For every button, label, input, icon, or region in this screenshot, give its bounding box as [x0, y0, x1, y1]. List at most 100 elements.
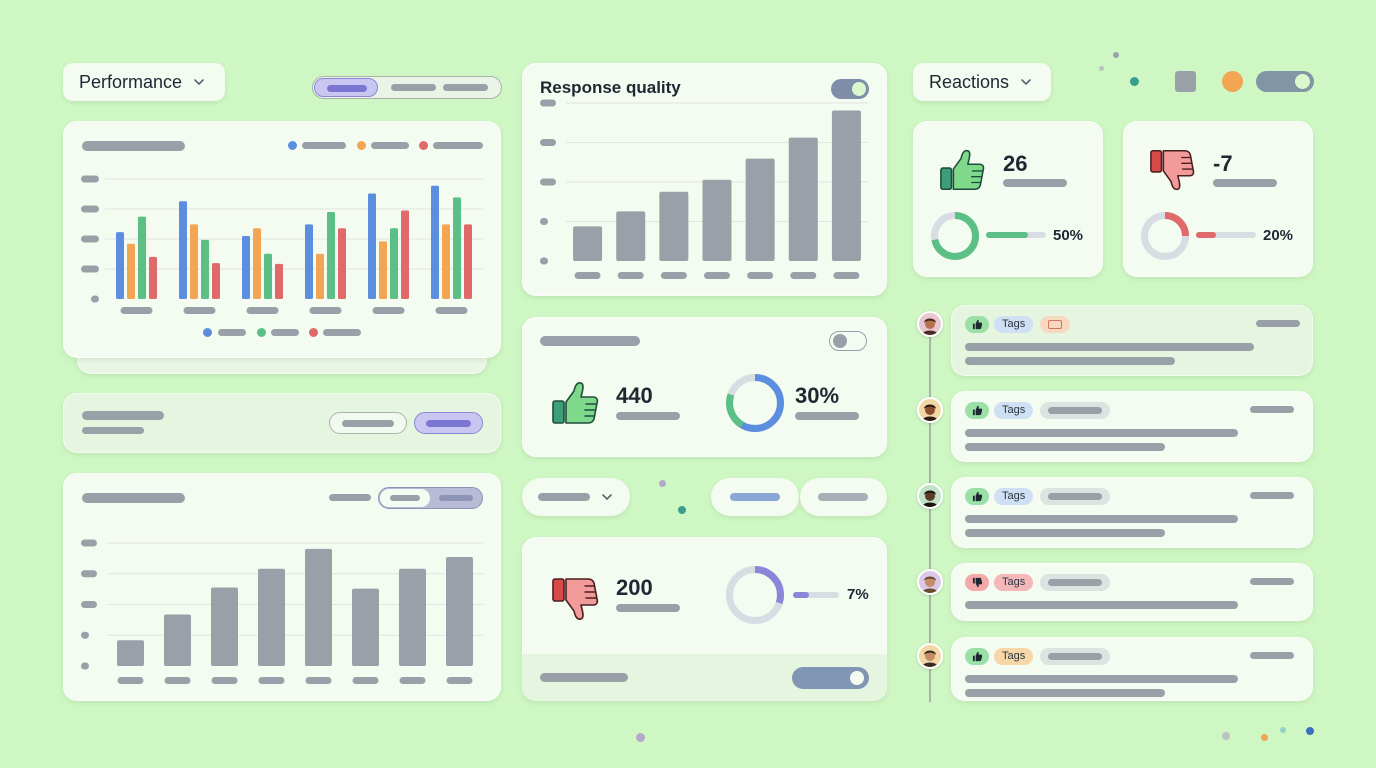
chart-bar[interactable] — [368, 193, 376, 299]
dislikes-summary-card: 200 7% — [522, 537, 887, 701]
feed-item[interactable]: Tags — [951, 305, 1313, 376]
chart-bar[interactable] — [338, 228, 346, 299]
thumbs-down-donut — [1141, 212, 1189, 260]
y-tick-label — [81, 205, 99, 213]
chart-bar[interactable] — [401, 210, 409, 299]
decor-dot — [1222, 732, 1230, 740]
feed-tag-placeholder[interactable] — [1040, 488, 1110, 505]
chart-bar[interactable] — [116, 232, 124, 299]
feed-tag[interactable]: Tags — [994, 316, 1034, 333]
chart-bar[interactable] — [117, 640, 144, 666]
chart-bar[interactable] — [316, 253, 324, 299]
view-segmented-control[interactable] — [312, 76, 502, 99]
decor-dot — [1280, 727, 1286, 733]
middle-tab-active[interactable] — [711, 478, 799, 516]
chart-bar[interactable] — [127, 243, 135, 299]
chart-bar[interactable] — [442, 224, 450, 299]
chart-bar[interactable] — [431, 185, 439, 299]
chart-bar[interactable] — [253, 228, 261, 299]
chart-bar[interactable] — [212, 263, 220, 299]
thumbs-down-icon — [552, 578, 599, 620]
chart-bar[interactable] — [399, 568, 426, 666]
feed-tag[interactable]: Tags — [994, 488, 1034, 505]
segment-option-2[interactable] — [391, 84, 436, 91]
chart-bar[interactable] — [464, 224, 472, 299]
chart-bar[interactable] — [211, 587, 238, 666]
chart-bar[interactable] — [573, 226, 603, 261]
performance-dropdown[interactable]: Performance — [63, 63, 225, 101]
chart-bar[interactable] — [258, 568, 285, 666]
chart-bar[interactable] — [831, 110, 861, 262]
filter-option-button[interactable] — [329, 412, 407, 434]
avatar[interactable] — [917, 311, 943, 337]
middle-tab-inactive[interactable] — [800, 478, 887, 516]
chart-bar[interactable] — [327, 212, 335, 299]
x-tick-label — [833, 272, 860, 279]
thumbs-up-icon — [965, 488, 989, 505]
segment-option-3[interactable] — [443, 84, 488, 91]
chart-bar[interactable] — [788, 137, 818, 261]
avatar[interactable] — [917, 483, 943, 509]
feed-tag-placeholder[interactable] — [1040, 574, 1110, 591]
y-tick-label — [81, 570, 97, 578]
middle-filter-dropdown[interactable] — [522, 478, 630, 516]
response-quality-chart — [540, 99, 868, 279]
chart-bar[interactable] — [446, 557, 473, 666]
feed-tag-placeholder[interactable] — [1040, 402, 1110, 419]
dislikes-footer-toggle[interactable] — [792, 667, 869, 689]
segment-active[interactable] — [314, 78, 378, 97]
likes-toggle[interactable] — [829, 331, 867, 351]
filter-active-button[interactable] — [414, 412, 483, 434]
likes-percent-caption — [795, 412, 859, 420]
chart-bar[interactable] — [702, 179, 732, 261]
chart-bar[interactable] — [179, 201, 187, 299]
feed-item[interactable]: Tags — [951, 563, 1313, 621]
y-tick-label — [81, 175, 99, 183]
chart-bar[interactable] — [275, 263, 283, 299]
chart-view-toggle[interactable] — [378, 487, 483, 509]
tag-outline-icon[interactable] — [1040, 316, 1070, 333]
chart-bar[interactable] — [305, 224, 313, 299]
chart-bar[interactable] — [201, 239, 209, 299]
chart-bar[interactable] — [390, 228, 398, 299]
decor-dot — [636, 733, 645, 742]
filter-title-placeholder — [82, 411, 164, 420]
feed-tag[interactable]: Tags — [994, 402, 1034, 419]
avatar[interactable] — [917, 569, 943, 595]
chart-bar[interactable] — [453, 197, 461, 299]
chart-bar[interactable] — [242, 236, 250, 299]
y-tick-label — [81, 539, 97, 547]
feed-item[interactable]: Tags — [951, 477, 1313, 548]
feed-text-line — [965, 601, 1238, 609]
feed-timeline-line — [929, 330, 931, 702]
feed-tag[interactable]: Tags — [994, 574, 1034, 591]
thumbs-up-stat-card: 26 50% — [913, 121, 1103, 277]
feed-item[interactable]: Tags — [951, 637, 1313, 701]
x-tick-label — [117, 677, 144, 684]
chart-bar[interactable] — [379, 241, 387, 299]
thumbs-down-percent: 20% — [1263, 227, 1294, 244]
avatar[interactable] — [917, 643, 943, 669]
chart-bar[interactable] — [745, 158, 775, 261]
chart-bar[interactable] — [138, 216, 146, 299]
reactions-dropdown[interactable]: Reactions — [913, 63, 1051, 101]
reactions-toggle[interactable] — [1256, 71, 1314, 92]
chart-bar[interactable] — [305, 548, 332, 666]
chart-bar[interactable] — [164, 614, 191, 666]
feed-tag-placeholder[interactable] — [1040, 648, 1110, 665]
status-dot-icon[interactable] — [1222, 71, 1243, 92]
chart-bar[interactable] — [149, 256, 157, 299]
feed-tag[interactable]: Tags — [994, 648, 1034, 665]
avatar[interactable] — [917, 397, 943, 423]
thumbs-down-count: -7 — [1213, 151, 1233, 176]
response-quality-toggle[interactable] — [831, 79, 869, 99]
chart-bar[interactable] — [352, 588, 379, 666]
feed-item[interactable]: Tags — [951, 391, 1313, 462]
chart-bar[interactable] — [616, 211, 646, 261]
square-icon[interactable] — [1175, 71, 1196, 92]
chart-bar[interactable] — [190, 224, 198, 299]
legend-dot — [419, 141, 428, 150]
y-tick-label — [540, 139, 556, 146]
chart-bar[interactable] — [659, 191, 689, 261]
chart-bar[interactable] — [264, 253, 272, 299]
